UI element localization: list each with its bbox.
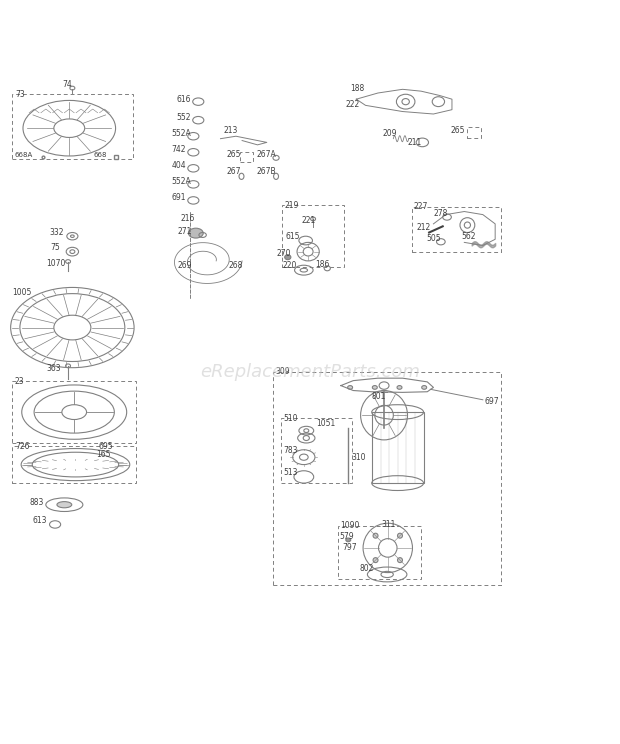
Text: 797: 797 xyxy=(342,543,356,552)
Text: 616: 616 xyxy=(176,94,190,103)
Text: 220: 220 xyxy=(283,261,297,270)
Text: 615: 615 xyxy=(285,232,300,241)
Ellipse shape xyxy=(397,558,402,562)
Text: 165: 165 xyxy=(96,450,110,459)
Text: 221: 221 xyxy=(302,216,316,225)
Text: 265: 265 xyxy=(451,126,465,135)
Bar xyxy=(273,372,502,585)
Text: 309: 309 xyxy=(275,368,290,376)
Ellipse shape xyxy=(397,533,402,538)
Text: 1005: 1005 xyxy=(12,288,32,297)
Ellipse shape xyxy=(346,538,351,542)
Text: 695: 695 xyxy=(99,442,113,451)
Text: 73: 73 xyxy=(15,90,25,100)
Text: 332: 332 xyxy=(50,228,64,237)
Text: 311: 311 xyxy=(381,520,396,529)
Text: 562: 562 xyxy=(461,232,476,241)
Text: 269: 269 xyxy=(177,261,192,270)
Text: 74: 74 xyxy=(62,80,72,89)
Text: 216: 216 xyxy=(180,214,195,223)
Ellipse shape xyxy=(422,385,427,389)
Bar xyxy=(467,127,481,138)
Text: 23: 23 xyxy=(15,376,25,385)
Text: 505: 505 xyxy=(426,234,441,243)
Bar xyxy=(12,381,136,443)
Text: 691: 691 xyxy=(171,193,185,202)
Bar xyxy=(240,153,252,162)
Text: 883: 883 xyxy=(29,498,43,507)
Text: 1070: 1070 xyxy=(46,260,65,269)
Text: 188: 188 xyxy=(350,84,365,93)
Text: 267A: 267A xyxy=(256,150,276,159)
Text: 278: 278 xyxy=(433,210,448,219)
Bar xyxy=(281,418,352,483)
Text: 268: 268 xyxy=(229,261,243,270)
Bar xyxy=(12,94,133,159)
Text: 802: 802 xyxy=(360,564,374,573)
Text: 270: 270 xyxy=(276,249,291,258)
Text: 552A: 552A xyxy=(171,129,191,138)
Text: 363: 363 xyxy=(46,364,61,373)
Text: 1051: 1051 xyxy=(316,419,335,428)
Text: 801: 801 xyxy=(372,391,386,400)
Text: 310: 310 xyxy=(352,452,366,461)
Text: 267: 267 xyxy=(227,167,241,176)
Ellipse shape xyxy=(397,385,402,389)
Text: 267B: 267B xyxy=(256,167,276,176)
Text: 668A: 668A xyxy=(15,152,33,158)
Text: 404: 404 xyxy=(171,161,186,170)
Ellipse shape xyxy=(373,558,378,562)
Bar xyxy=(338,526,421,579)
Text: 726: 726 xyxy=(15,442,30,451)
Text: eReplacementParts.com: eReplacementParts.com xyxy=(200,363,420,381)
Ellipse shape xyxy=(57,501,72,508)
Text: 75: 75 xyxy=(50,243,60,252)
Ellipse shape xyxy=(373,533,378,538)
Bar xyxy=(372,412,424,483)
Text: 213: 213 xyxy=(224,126,238,135)
Text: 742: 742 xyxy=(171,145,185,154)
Text: 697: 697 xyxy=(484,397,498,406)
Ellipse shape xyxy=(348,385,353,389)
Text: 186: 186 xyxy=(315,260,329,269)
Text: 211: 211 xyxy=(407,138,422,147)
Text: 227: 227 xyxy=(414,202,428,211)
Ellipse shape xyxy=(188,228,203,238)
Text: 510: 510 xyxy=(283,414,298,423)
Text: 552: 552 xyxy=(176,113,190,122)
Bar xyxy=(412,207,502,251)
Text: 668: 668 xyxy=(94,152,107,158)
Text: 265: 265 xyxy=(227,150,241,159)
Ellipse shape xyxy=(373,385,378,389)
Text: 209: 209 xyxy=(383,129,397,138)
Text: 219: 219 xyxy=(284,201,298,210)
Bar xyxy=(12,446,136,483)
Text: 579: 579 xyxy=(340,532,354,541)
Text: 271: 271 xyxy=(177,227,192,236)
Text: 1090: 1090 xyxy=(340,521,360,530)
Text: 783: 783 xyxy=(283,446,298,455)
Text: 552A: 552A xyxy=(171,177,191,186)
Ellipse shape xyxy=(285,254,291,260)
Text: 613: 613 xyxy=(32,516,46,525)
Bar xyxy=(282,205,344,267)
Text: 212: 212 xyxy=(416,223,430,232)
Text: 513: 513 xyxy=(283,468,298,477)
Text: 222: 222 xyxy=(346,100,360,109)
